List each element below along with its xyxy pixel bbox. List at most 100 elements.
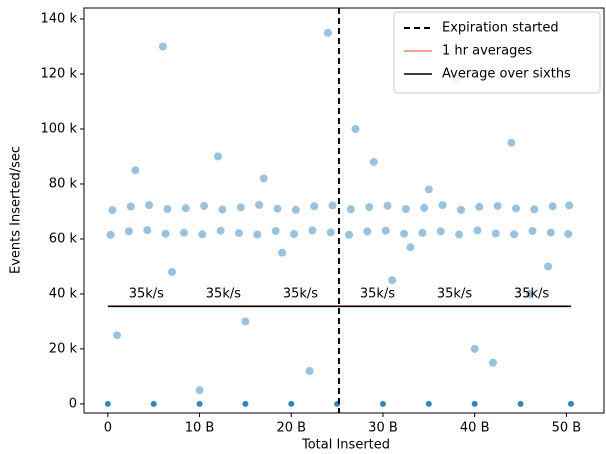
point [158, 42, 167, 51]
point [365, 203, 374, 212]
point [278, 248, 287, 257]
point [161, 229, 170, 238]
point [241, 317, 250, 326]
point [253, 230, 262, 239]
point [308, 226, 317, 235]
x-tick-label: 10 B [185, 421, 215, 436]
point [525, 289, 534, 298]
point [491, 229, 500, 238]
point [424, 185, 433, 194]
point [163, 204, 172, 213]
point [234, 229, 243, 238]
point [425, 400, 432, 407]
point [181, 204, 190, 213]
point [456, 205, 465, 214]
point [113, 331, 122, 340]
point [379, 400, 386, 407]
point [493, 201, 502, 210]
point [305, 366, 314, 375]
point [517, 400, 524, 407]
point [213, 152, 222, 161]
annotation: 35k/s [129, 286, 164, 301]
point [345, 230, 354, 239]
point [383, 201, 392, 210]
point [218, 205, 227, 214]
point [470, 344, 479, 353]
point [351, 124, 360, 133]
annotation: 35k/s [206, 286, 241, 301]
point [511, 204, 520, 213]
point [145, 201, 154, 210]
point [124, 227, 133, 236]
point [436, 227, 445, 236]
point [363, 227, 372, 236]
point [288, 400, 295, 407]
point [544, 262, 553, 271]
point [255, 200, 264, 209]
point [418, 228, 427, 237]
point [126, 202, 135, 211]
y-tick-label: 0 [69, 396, 77, 411]
point [455, 230, 464, 239]
point [143, 226, 152, 235]
x-axis-label: Total Inserted [301, 438, 390, 453]
point [290, 230, 299, 239]
y-tick-label: 40 k [49, 286, 78, 301]
point [106, 230, 115, 239]
legend-label: Expiration started [442, 21, 559, 36]
y-tick-label: 120 k [41, 66, 78, 81]
point [369, 157, 378, 166]
annotation: 35k/s [283, 286, 318, 301]
point [196, 400, 203, 407]
annotation: 35k/s [360, 286, 395, 301]
y-tick-label: 80 k [49, 176, 78, 191]
point [200, 201, 209, 210]
point [489, 358, 498, 367]
point [438, 201, 447, 210]
point [406, 243, 415, 252]
point [259, 174, 268, 183]
plot-frame [83, 7, 605, 414]
point [104, 400, 111, 407]
point [528, 226, 537, 235]
point [310, 202, 319, 211]
point [291, 205, 300, 214]
x-tick-label: 20 B [276, 421, 306, 436]
x-tick-label: 0 [104, 421, 112, 436]
legend-label: Average over sixths [442, 67, 571, 82]
y-tick-label: 60 k [49, 231, 78, 246]
point [273, 204, 282, 213]
annotation: 35k/s [437, 286, 472, 301]
point [400, 229, 409, 238]
y-tick-label: 140 k [41, 11, 78, 26]
point [381, 226, 390, 235]
legend-label: 1 hr averages [442, 44, 532, 59]
point [565, 201, 574, 210]
point [323, 28, 332, 37]
point [131, 166, 140, 175]
point [473, 226, 482, 235]
point [150, 400, 157, 407]
annotation: 35k/s [514, 286, 549, 301]
point [548, 202, 557, 211]
point [420, 203, 429, 212]
point [564, 230, 573, 239]
point [179, 228, 188, 237]
point [546, 228, 555, 237]
point [216, 226, 225, 235]
point [567, 400, 574, 407]
point [198, 230, 207, 239]
point [388, 276, 397, 285]
point [108, 206, 117, 215]
point [475, 202, 484, 211]
point [401, 204, 410, 213]
point [328, 201, 337, 210]
point [471, 400, 478, 407]
y-tick-label: 20 k [49, 341, 78, 356]
point [326, 228, 335, 237]
point [271, 226, 280, 235]
point [168, 267, 177, 276]
y-axis-label: Events Inserted/sec [9, 146, 24, 274]
x-tick-label: 30 B [368, 421, 398, 436]
